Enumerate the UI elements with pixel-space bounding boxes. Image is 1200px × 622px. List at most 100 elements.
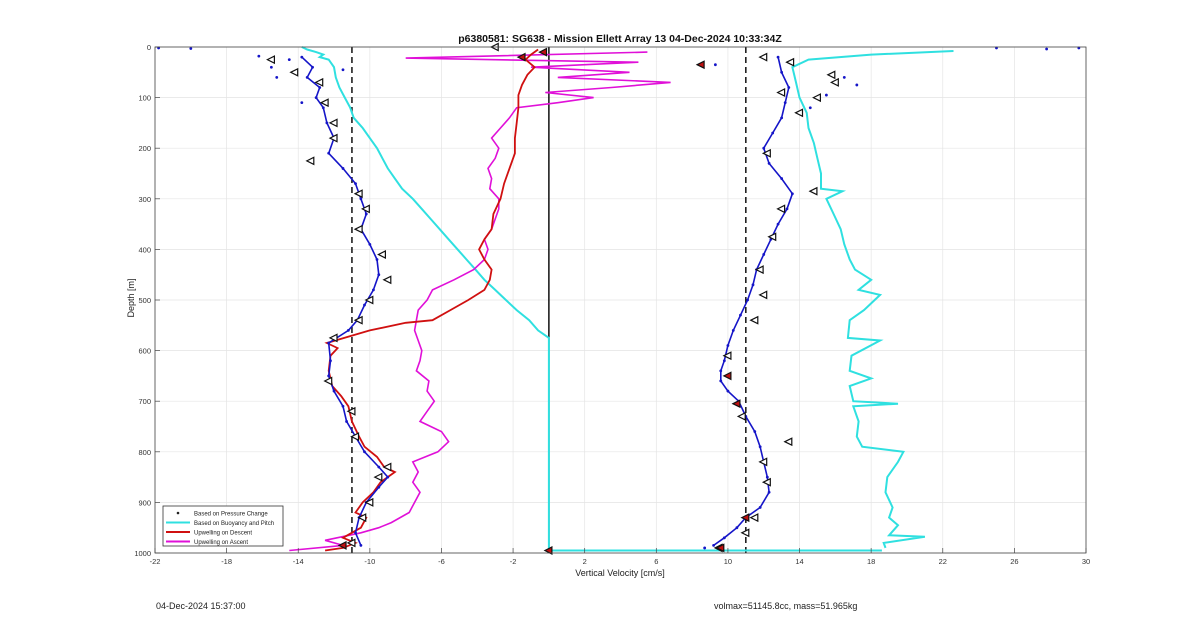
x-tick-label: 2: [583, 557, 587, 566]
pressure-change-point: [722, 359, 726, 363]
x-tick-label: 30: [1082, 557, 1090, 566]
pressure-change-point: [359, 197, 363, 201]
triangle-marker: [722, 351, 732, 361]
pressure-change-point: [341, 167, 345, 170]
pressure-change-point: [719, 369, 723, 373]
pressure-change-point: [787, 86, 791, 89]
triangle-marker: [382, 275, 392, 285]
pressure-change-point: [855, 83, 859, 87]
plot-frame: [154, 46, 1087, 554]
triangle-marker: [740, 513, 750, 523]
legend-box: [162, 505, 284, 547]
triangle-marker: [377, 250, 386, 259]
triangle-marker: [740, 528, 750, 538]
pressure-change-point: [377, 273, 381, 277]
triangle-marker: [266, 55, 275, 65]
buoyancy-pitch-ascent-line: [791, 50, 954, 549]
buoyancy-pitch-descent-line: [301, 46, 882, 552]
triangle-marker: [346, 406, 356, 416]
triangle-marker: [776, 88, 786, 97]
pressure-change-point: [762, 146, 766, 150]
pressure-change-point: [722, 536, 726, 540]
x-tick-label: -6: [438, 557, 445, 566]
triangle-marker: [314, 77, 324, 87]
y-tick-label: 700: [138, 397, 151, 406]
pressure-change-point: [771, 131, 775, 135]
x-tick-label: 22: [939, 557, 947, 566]
y-tick-label: 400: [138, 245, 151, 254]
axes: -22 -18 -14 -10 -6 -2 2 6 10 14 18 22 26 300100200300…: [134, 43, 1090, 566]
triangle-marker: [785, 57, 795, 67]
y-tick-label: 100: [138, 94, 151, 103]
pressure-change-point: [377, 465, 381, 469]
pressure-change-point: [746, 298, 750, 302]
mass-footer: volmax=51145.8cc, mass=51.965kg: [714, 601, 858, 611]
pressure-change-point: [780, 70, 784, 74]
x-tick-label: 6: [654, 557, 658, 566]
data-series: [157, 46, 1081, 552]
triangle-marker: [794, 108, 804, 118]
pressure-change-point: [300, 101, 304, 105]
triangle-marker: [319, 98, 329, 108]
y-tick-label: 800: [138, 448, 151, 457]
pressure-change-point: [712, 544, 715, 547]
pressure-change-point: [314, 96, 318, 99]
triangle-marker: [350, 432, 360, 442]
triangle-marker: [357, 513, 367, 523]
pressure-change-point: [287, 58, 291, 62]
x-tick-label: 10: [724, 557, 732, 566]
triangle-marker: [328, 133, 338, 143]
triangle-marker: [353, 315, 363, 325]
triangle-marker: [826, 70, 836, 80]
pressure-change-point: [739, 313, 742, 317]
pressure-change-point: [758, 445, 762, 449]
triangle-marker: [328, 333, 338, 343]
triangle-marker: [538, 47, 548, 57]
pressure-change-point: [341, 404, 345, 408]
pressure-change-point: [776, 222, 780, 226]
triangle-marker: [731, 399, 741, 409]
pressure-change-point: [341, 68, 345, 72]
pressure-change-point: [345, 420, 348, 423]
triangle-marker: [758, 457, 768, 467]
y-tick-label: 0: [147, 43, 151, 52]
pressure-change-point: [257, 54, 261, 58]
triangle-marker: [516, 52, 526, 62]
triangle-marker: [353, 189, 363, 199]
pressure-change-point: [753, 430, 757, 433]
pressure-change-point: [372, 288, 375, 292]
pressure-change-point: [275, 75, 279, 79]
pressure-change-point: [368, 242, 372, 246]
upwelling-descent-line: [324, 48, 539, 552]
pressure-change-point: [329, 359, 332, 363]
triangle-marker: [382, 462, 392, 472]
pressure-change-point: [375, 258, 379, 261]
triangle-marker: [754, 265, 764, 275]
triangle-marker: [758, 52, 768, 62]
pressure-change-point: [758, 506, 762, 509]
pressure-change-point: [363, 450, 366, 454]
triangle-marker: [364, 295, 374, 305]
triangle-marker: [749, 513, 759, 523]
triangle-marker: [749, 315, 759, 325]
y-tick-label: 900: [138, 498, 151, 507]
pressure-change-point: [780, 177, 784, 180]
triangle-marker: [364, 497, 374, 507]
triangle-marker: [305, 156, 315, 166]
pressure-change-point: [386, 475, 390, 479]
pressure-change-point: [762, 253, 766, 256]
triangle-marker: [323, 376, 333, 386]
pressure-change-point: [363, 303, 366, 307]
x-tick-label: -14: [293, 557, 304, 566]
pressure-change-point: [713, 63, 717, 67]
grid-lines: [154, 46, 1087, 554]
timestamp-footer: 04-Dec-2024 15:37:00: [156, 601, 246, 611]
pressure-change-point: [327, 374, 331, 378]
triangle-markers: [266, 42, 839, 555]
pressure-change-ascent-line: [713, 56, 794, 547]
pressure-change-point: [327, 151, 331, 155]
pressure-change-point: [726, 344, 730, 347]
pressure-change-point: [767, 490, 771, 494]
y-tick-label: 500: [138, 296, 151, 305]
triangle-marker: [337, 540, 347, 550]
